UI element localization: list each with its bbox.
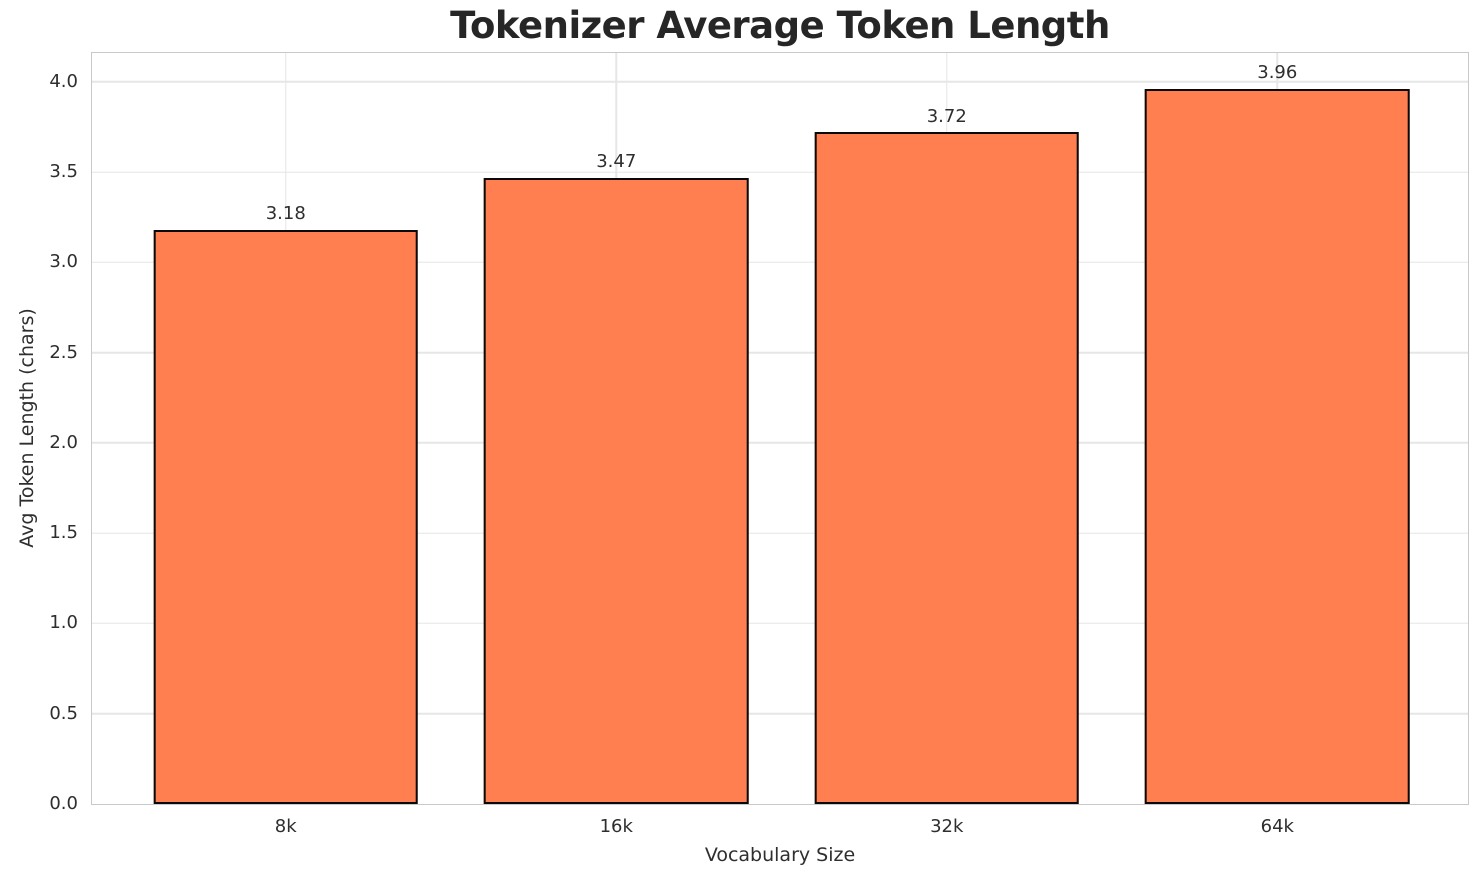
y-tick-label: 1.0 bbox=[49, 612, 78, 634]
y-gridline bbox=[92, 261, 1468, 264]
x-tick-label: 64k bbox=[1260, 816, 1294, 837]
y-gridline bbox=[92, 622, 1468, 625]
y-tick-label: 3.5 bbox=[49, 161, 78, 183]
y-axis-label: Avg Token Length (chars) bbox=[16, 308, 38, 548]
y-gridline bbox=[92, 713, 1468, 715]
y-gridline bbox=[92, 81, 1468, 83]
bar-8k bbox=[153, 229, 419, 804]
bar-16k bbox=[483, 177, 749, 804]
plot-area: 0.0 0.5 1.0 1.5 2.0 2.5 3.0 3.5 4.0 3.18 8k 3.47 16k… bbox=[49, 52, 1469, 837]
bar-value-label: 3.18 bbox=[265, 203, 306, 225]
bar-value-label: 3.72 bbox=[926, 105, 967, 127]
y-gridline bbox=[92, 532, 1468, 534]
chart-title: Tokenizer Average Token Length bbox=[450, 4, 1110, 47]
y-tick-label: 0.0 bbox=[49, 793, 78, 814]
y-gridline bbox=[92, 351, 1468, 354]
y-tick-label: 3.0 bbox=[49, 251, 78, 273]
y-tick-label: 4.0 bbox=[49, 70, 78, 92]
y-gridline bbox=[92, 171, 1468, 173]
bar-value-label: 3.47 bbox=[596, 150, 637, 172]
y-tick-label: 2.0 bbox=[49, 431, 78, 453]
x-axis-label: Vocabulary Size bbox=[704, 844, 856, 866]
x-tick-label: 8k bbox=[274, 816, 297, 837]
bar-64k bbox=[1144, 89, 1410, 804]
y-tick-label: 2.5 bbox=[49, 341, 78, 363]
x-tick-label: 16k bbox=[599, 816, 633, 837]
bar-value-label: 3.96 bbox=[1257, 62, 1298, 84]
y-tick-label: 0.5 bbox=[49, 702, 78, 724]
x-tick-label: 32k bbox=[930, 816, 964, 837]
y-tick-label: 1.5 bbox=[49, 522, 78, 544]
y-gridline bbox=[92, 442, 1468, 444]
bar-32k bbox=[814, 132, 1080, 804]
